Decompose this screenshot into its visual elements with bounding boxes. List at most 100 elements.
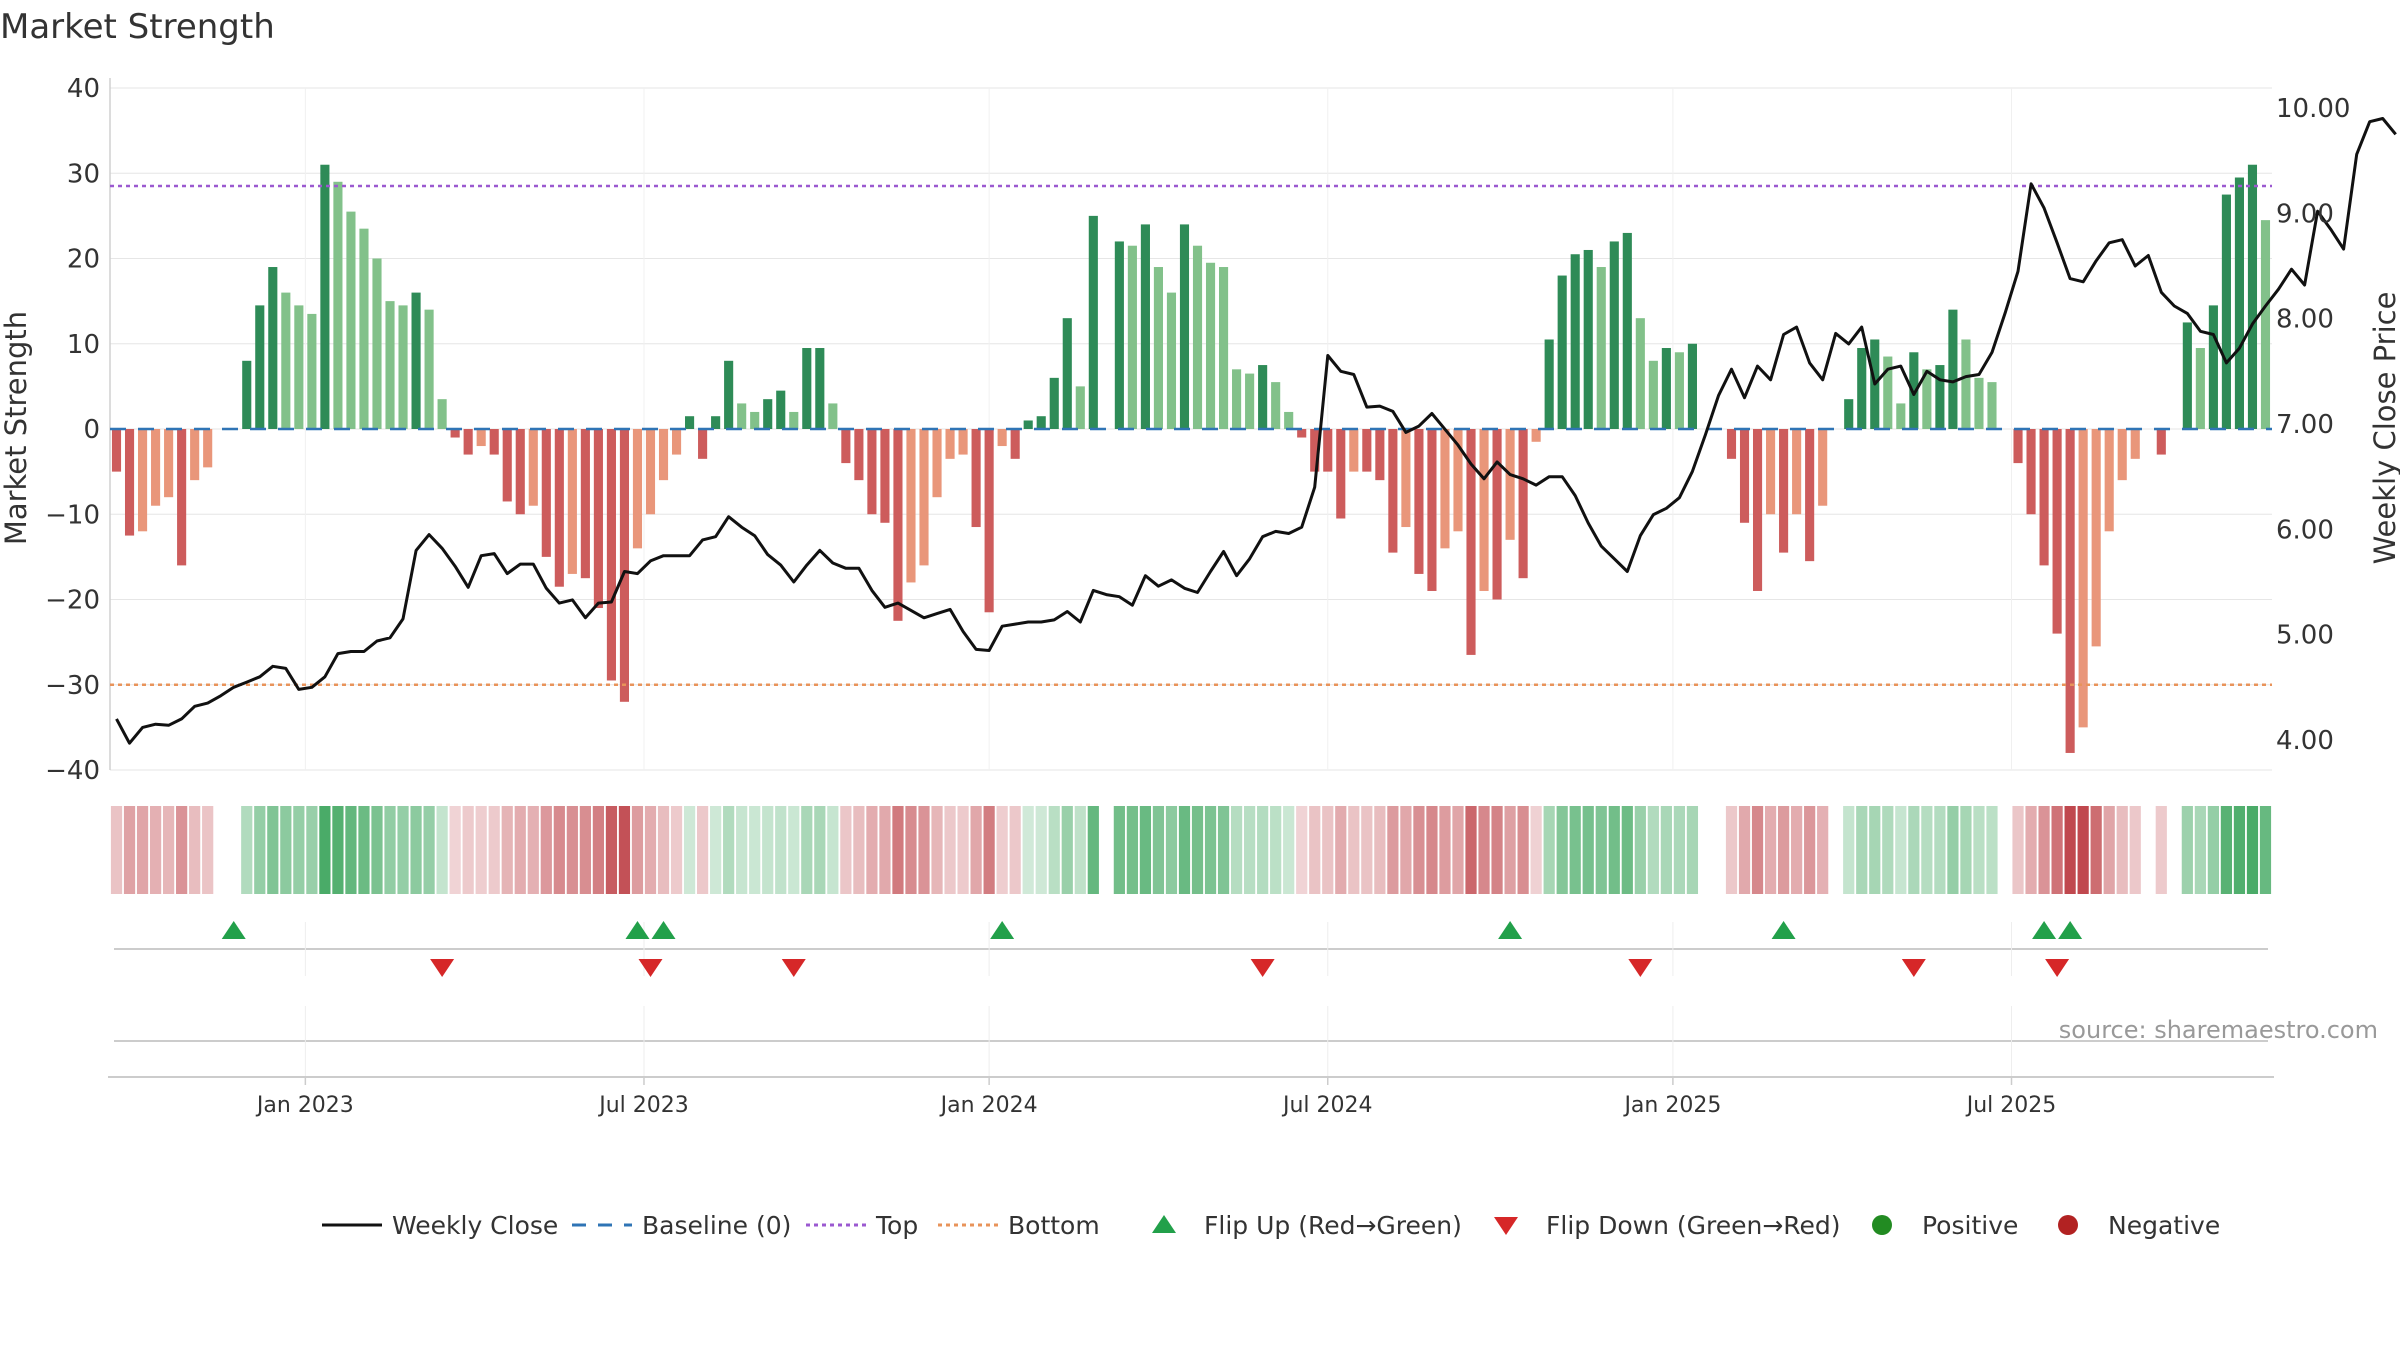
flip-down-marker (1628, 959, 1653, 977)
heat-cell (1934, 806, 1946, 894)
strength-bar (1805, 429, 1815, 562)
legend: Weekly Close Baseline (0) Top Bottom Flip Up… (322, 1211, 2220, 1240)
legend-swatch-down-triangle (1494, 1217, 1518, 1235)
strength-bar (281, 292, 291, 429)
flip-markers-panel (114, 921, 2268, 977)
strength-bar (1023, 420, 1033, 429)
heat-cell (840, 806, 852, 894)
heat-cell (736, 806, 748, 894)
heat-cell (1647, 806, 1659, 894)
heat-cell (1725, 806, 1738, 894)
heat-cell (1270, 806, 1282, 894)
strength-bar (2117, 429, 2127, 481)
heat-cell (1048, 806, 1060, 894)
heat-cell (644, 806, 657, 894)
strength-bar (1205, 262, 1216, 429)
strength-bar (1752, 429, 1763, 591)
strength-bar (2091, 429, 2101, 647)
heat-cell (1777, 806, 1790, 894)
heat-cell (189, 806, 201, 894)
heat-cell (345, 806, 357, 894)
heat-cell (1439, 806, 1451, 894)
heat-cell (371, 806, 383, 894)
heat-cell (2129, 806, 2141, 894)
strength-bar (1088, 215, 1098, 429)
strength-bar (1232, 369, 1242, 429)
strength-bar (1739, 429, 1750, 523)
heat-cell (866, 806, 878, 894)
strength-bar (554, 429, 564, 587)
strength-bar (1271, 382, 1281, 429)
strength-bar (698, 429, 708, 459)
strength-bar (737, 403, 747, 429)
left-tick-label: −20 (45, 586, 100, 616)
strength-bar (1153, 267, 1163, 429)
heat-cell (1374, 806, 1386, 894)
strength-bar (1049, 377, 1059, 429)
flip-up-marker (2032, 921, 2057, 939)
legend-swatch-circle (1872, 1215, 1892, 1235)
weekly-close-line (115, 117, 2397, 745)
strength-bar (1635, 318, 1645, 429)
heat-cell (670, 806, 683, 894)
heat-cell (944, 806, 956, 894)
heat-cell (1087, 806, 1099, 894)
strength-bar (724, 360, 734, 429)
chart-title: Market Strength (0, 7, 275, 47)
left-tick-label: 30 (67, 159, 100, 189)
heat-cell (827, 806, 839, 894)
strength-bar (1948, 309, 1958, 429)
flip-down-marker (1250, 959, 1275, 977)
strength-bar (424, 309, 434, 429)
strength-bar (1179, 224, 1190, 429)
strength-bar (750, 411, 760, 429)
strength-bar (450, 429, 460, 438)
strength-bar (1362, 429, 1372, 472)
strength-bar (1323, 429, 1333, 472)
strength-bar (1440, 429, 1450, 549)
heat-cell (2012, 806, 2024, 894)
heat-cell (970, 806, 982, 894)
heat-cell (1582, 806, 1594, 894)
heat-cell (618, 806, 631, 894)
strength-bar (1961, 339, 1971, 429)
heat-cell (1504, 806, 1516, 894)
strength-bar (1792, 429, 1802, 515)
strength-bar (1622, 232, 1632, 429)
heat-cell (605, 806, 618, 894)
heat-cell (1738, 806, 1751, 894)
heat-cell (879, 806, 891, 894)
heat-cell (332, 806, 344, 894)
heat-cell (358, 806, 370, 894)
strength-bar (1883, 356, 1893, 429)
strength-bar (177, 429, 187, 566)
strength-bar (1036, 416, 1046, 429)
heat-cell (540, 806, 552, 894)
strength-bar (255, 305, 265, 429)
left-tick-label: −10 (45, 500, 100, 530)
strength-bar (1453, 429, 1463, 532)
strength-bar (1896, 403, 1906, 429)
left-axis: 40 30 20 10 0 −10 −20 −30 −40 (45, 74, 100, 786)
heat-cell (2051, 806, 2063, 894)
strength-bar (476, 429, 486, 447)
strength-bar (1479, 429, 1489, 591)
strength-bar (1935, 365, 1945, 429)
legend-label: Baseline (0) (642, 1211, 791, 1240)
strength-bar (867, 429, 877, 515)
heat-cell (1947, 806, 1959, 894)
right-tick-label: 8.00 (2276, 305, 2334, 335)
strength-bar (1596, 267, 1606, 429)
strength-bar (1466, 429, 1476, 655)
heat-cell (1817, 806, 1829, 894)
strength-bar (1661, 348, 1671, 429)
heat-cell (1139, 806, 1152, 894)
strength-bar (997, 429, 1007, 447)
heat-cell (905, 806, 917, 894)
flip-down-marker (781, 959, 806, 977)
strength-bar (919, 429, 929, 566)
heat-cell (280, 806, 292, 894)
heat-cell (2194, 806, 2206, 894)
heat-cell (892, 806, 904, 894)
strength-bar (359, 228, 369, 429)
